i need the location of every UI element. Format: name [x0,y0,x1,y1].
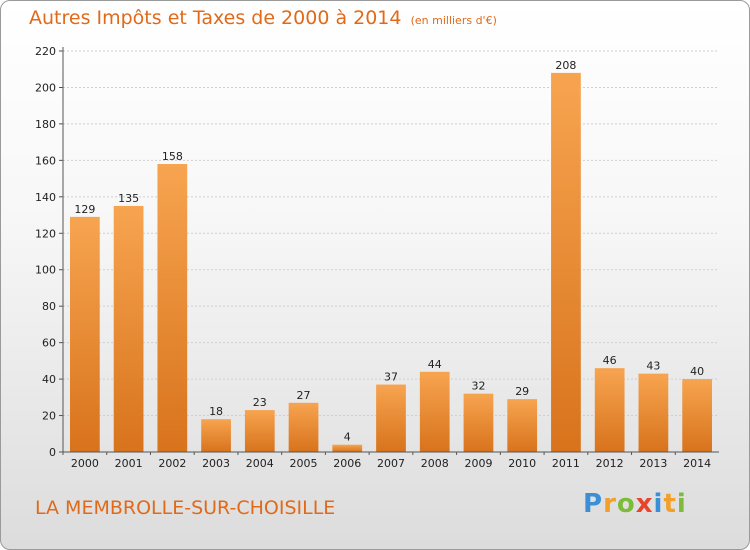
data-label: 43 [646,360,660,373]
logo-letter: i [653,489,664,519]
data-label: 27 [297,389,311,402]
x-tick-label: 2006 [333,457,361,470]
x-tick-label: 2005 [290,457,318,470]
bar [288,402,319,452]
logo-letter: x [635,489,654,519]
data-label: 208 [555,59,576,72]
x-tick-label: 2004 [246,457,274,470]
data-label: 44 [428,358,442,371]
x-tick-label: 2008 [421,457,449,470]
logo-letter: o [616,489,636,519]
data-label: 46 [603,354,617,367]
bar [157,164,188,452]
logo-letter: t [663,489,677,519]
logo-letter: r [603,489,617,519]
x-tick-label: 2000 [71,457,99,470]
bar [332,444,363,452]
bar [113,205,144,452]
data-label: 158 [162,150,183,163]
data-label: 32 [471,380,485,393]
x-tick-label: 2011 [552,457,580,470]
data-label: 129 [74,203,95,216]
y-tick-label: 0 [49,446,56,459]
y-tick-label: 40 [42,373,56,386]
x-tick-label: 2010 [508,457,536,470]
data-label: 29 [515,385,529,398]
x-tick-label: 2014 [683,457,711,470]
data-label: 37 [384,371,398,384]
chart-title: Autres Impôts et Taxes de 2000 à 2014 (e… [29,7,497,29]
x-tick-label: 2009 [464,457,492,470]
x-tick-label: 2002 [158,457,186,470]
data-label: 40 [690,365,704,378]
x-tick-label: 2001 [115,457,143,470]
bar [682,379,713,452]
x-tick-label: 2012 [596,457,624,470]
y-tick-label: 60 [42,337,56,350]
chart-title-main: Autres Impôts et Taxes de 2000 à 2014 [29,7,402,29]
bar [638,373,669,452]
y-tick-label: 100 [35,264,56,277]
data-label: 135 [118,192,139,205]
x-tick-label: 2013 [639,457,667,470]
bar [244,410,275,452]
y-tick-label: 160 [35,154,56,167]
y-tick-label: 220 [35,45,56,58]
bar [201,419,231,452]
y-tick-label: 200 [35,81,56,94]
chart-subtitle: (en milliers d'€) [410,14,497,27]
place-label: LA MEMBROLLE-SUR-CHOISILLE [35,497,336,519]
y-tick-label: 180 [35,118,56,131]
y-tick-label: 20 [42,410,56,423]
bar [507,399,538,452]
y-tick-label: 140 [35,191,56,204]
y-tick-label: 120 [35,227,56,240]
bar [463,393,494,452]
bar [594,368,625,452]
data-label: 23 [253,396,267,409]
data-label: 18 [209,405,223,418]
y-tick-label: 80 [42,300,56,313]
x-tick-label: 2003 [202,457,230,470]
bar [419,371,450,452]
logo-letter: P [583,489,604,519]
data-label: 4 [344,431,351,444]
bar [551,72,581,452]
proxiti-logo: Proxiti [583,489,687,519]
bar [69,216,100,452]
bar [376,384,406,452]
logo-letter: i [676,489,687,519]
x-tick-label: 2007 [377,457,405,470]
